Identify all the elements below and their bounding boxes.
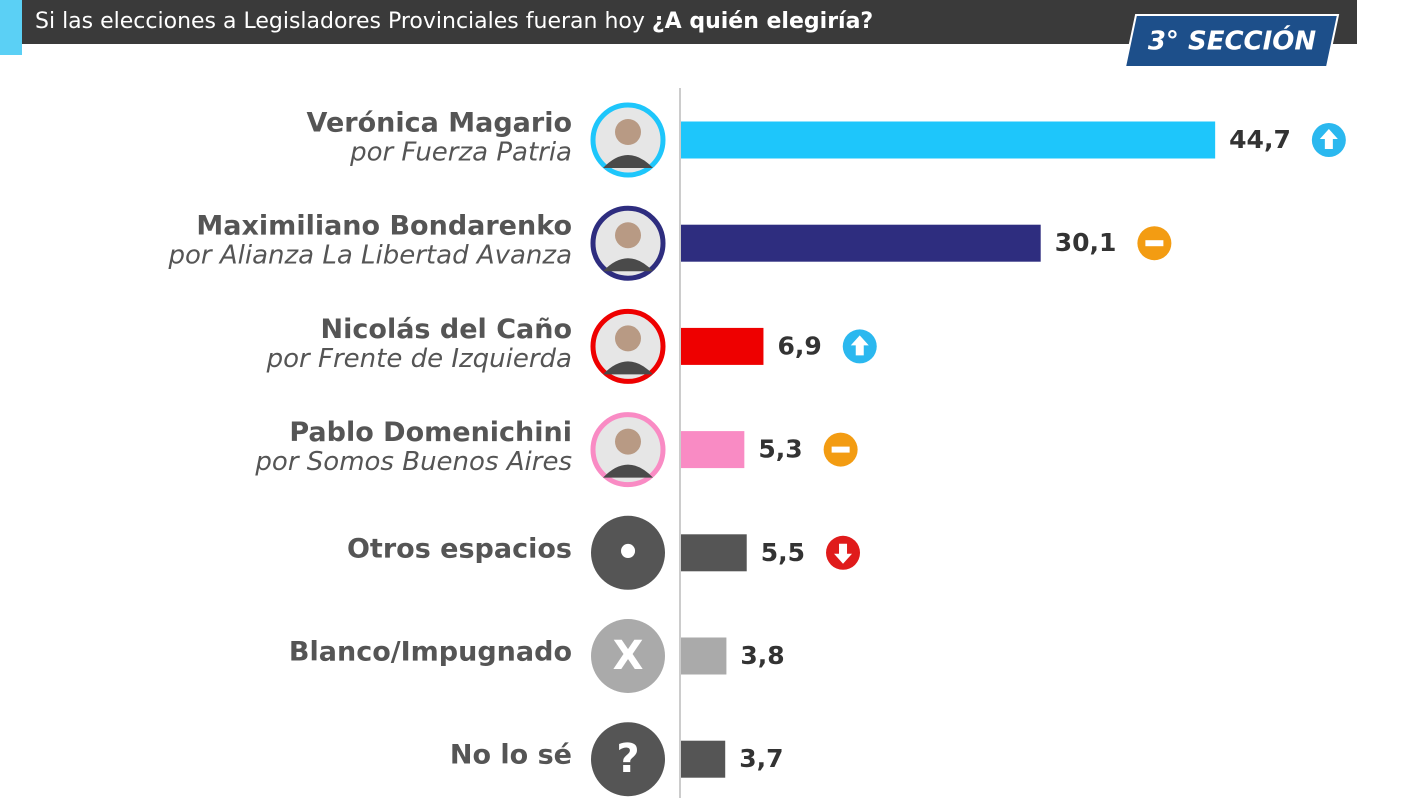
badge-bg — [1123, 14, 1340, 68]
category-label: Otros espacios — [347, 533, 572, 564]
trend-glyph — [1145, 240, 1164, 247]
avatar-symbol: • — [615, 530, 641, 576]
category-subtitle: por Fuerza Patria — [349, 138, 572, 168]
value-label: 5,5 — [761, 538, 805, 567]
title-bold: ¿A quién elegiría? — [652, 9, 873, 34]
avatar-body — [603, 464, 653, 478]
value-label: 44,7 — [1229, 125, 1291, 154]
category-label: Verónica Magario — [307, 108, 572, 139]
badge: 3° SECCIÓN — [1148, 25, 1317, 57]
category-label: Nicolás del Caño — [321, 314, 572, 345]
category-label: No lo sé — [450, 740, 572, 771]
avatar — [591, 722, 665, 797]
bar — [681, 327, 764, 365]
bar — [681, 534, 747, 572]
trend-glyph — [834, 543, 853, 564]
bar — [681, 740, 726, 778]
header-title: Si las elecciones a Legisladores Provinc… — [35, 9, 873, 34]
avatar-body — [603, 361, 653, 375]
avatar — [591, 619, 665, 693]
bar — [681, 431, 745, 469]
bar — [681, 224, 1041, 262]
avatar-body — [603, 155, 653, 168]
category-subtitle: por Frente de Izquierda — [266, 344, 572, 374]
bar — [681, 121, 1216, 159]
category-subtitle: por Somos Buenos Aires — [254, 447, 572, 477]
avatar-head — [615, 119, 641, 145]
category-subtitle: por Alianza La Libertad Avanza — [168, 241, 573, 271]
title: Si las elecciones a Legisladores Provinc… — [35, 9, 645, 34]
value-label: 30,1 — [1055, 228, 1117, 257]
avatar-symbol: X — [613, 633, 644, 679]
value-label: 3,7 — [739, 744, 783, 773]
avatar-head — [615, 428, 641, 455]
category-label: Maximiliano Bondarenko — [196, 211, 572, 242]
trend-glyph — [1319, 129, 1338, 149]
category-label: Pablo Domenichini — [289, 417, 572, 448]
trend-glyph — [850, 335, 869, 356]
avatar-head — [615, 325, 641, 352]
bar — [681, 637, 727, 675]
avatar-symbol: ? — [616, 736, 639, 782]
value-label: 6,9 — [777, 331, 821, 360]
trend-glyph — [831, 446, 850, 453]
category-label: Blanco/Impugnado — [289, 637, 572, 668]
avatar — [591, 515, 665, 590]
value-label: 5,3 — [758, 435, 802, 464]
avatar-head — [615, 222, 641, 249]
value-label: 3,8 — [740, 641, 784, 670]
accent-stripe — [0, 0, 22, 55]
avatar-body — [603, 258, 653, 272]
